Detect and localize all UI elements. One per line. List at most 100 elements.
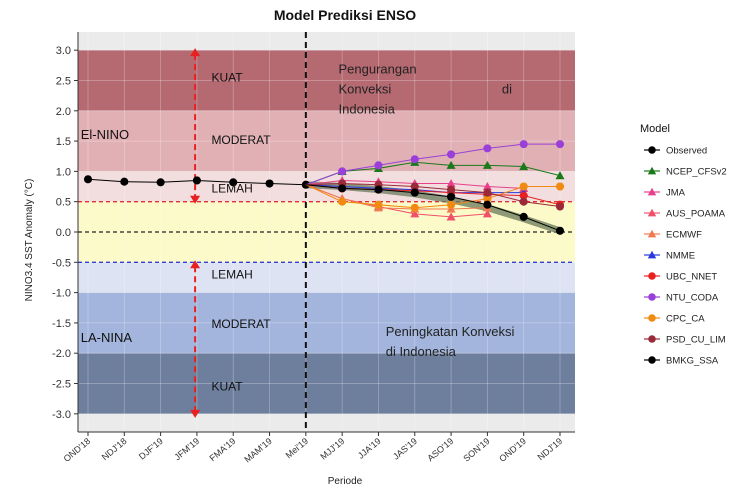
series-line: [305, 184, 560, 209]
data-point: [483, 188, 492, 197]
legend-marker: [647, 187, 657, 196]
legend-label: UBC_NNET: [666, 272, 717, 283]
data-point: [447, 150, 456, 159]
zone-label-moderat-top: MODERAT: [211, 133, 271, 147]
lanina-range-arrow-head-down: [190, 409, 201, 418]
data-point: [519, 212, 528, 221]
legend-label: ECMWF: [666, 230, 702, 241]
data-point: [447, 185, 456, 194]
legend-label: NTU_CODA: [666, 293, 719, 304]
zone-band: [78, 292, 575, 354]
legend-label: JMA: [666, 188, 686, 199]
y-tick-label: -0.5: [52, 257, 71, 269]
data-point: [519, 191, 528, 200]
legend-label: AUS_POAMA: [666, 209, 726, 220]
data-point: [482, 209, 492, 218]
y-tick-label: -2.5: [52, 379, 71, 391]
lanina-range-arrow-head-up: [190, 260, 201, 269]
annotation-top-line3: Indonesia: [339, 102, 396, 117]
y-tick-label: -1.5: [52, 318, 71, 330]
zone-labels: KUAT MODERAT LEMAH LEMAH MODERAT KUAT El-NINO L…: [81, 62, 515, 394]
y-tick-label: -1.0: [52, 288, 71, 300]
data-point: [555, 226, 565, 235]
annotation-bottom-line1: Peningkatan Konveksi: [386, 324, 515, 339]
data-point: [265, 179, 274, 188]
zone-band: [78, 50, 575, 111]
zone-label-kuat-bottom: KUAT: [211, 380, 243, 394]
reference-lines: [78, 32, 575, 432]
series-line: [305, 184, 488, 210]
legend-title: Model: [640, 123, 670, 135]
data-point: [519, 182, 528, 191]
data-point: [192, 176, 201, 185]
data-point: [555, 140, 565, 149]
series-line: [305, 143, 560, 186]
zone-label-lemah-top: LEMAH: [211, 181, 252, 195]
legend-marker: [648, 293, 656, 301]
series-group: [83, 140, 565, 235]
data-point: [519, 162, 529, 171]
x-axis-label: Periode: [328, 476, 363, 487]
data-point: [446, 212, 456, 221]
legend-marker: [647, 208, 657, 217]
data-point: [410, 188, 419, 197]
data-point: [446, 179, 456, 188]
data-point: [374, 185, 383, 194]
data-point: [120, 177, 129, 186]
data-point: [374, 200, 383, 209]
legend-label: BMKG_SSA: [666, 356, 719, 367]
y-tick-label: 2.0: [56, 106, 71, 118]
elnino-range-arrow-head-up: [190, 48, 201, 57]
zone-label-lemah-bottom: LEMAH: [211, 267, 252, 281]
data-point: [519, 140, 528, 149]
legend-marker: [648, 314, 656, 322]
data-point: [446, 160, 456, 169]
zone-label-kuat-top: KUAT: [211, 70, 243, 84]
series-line: [305, 183, 561, 208]
data-point: [447, 200, 456, 209]
legend-marker: [648, 335, 656, 343]
data-point: [555, 202, 565, 211]
data-point: [482, 182, 492, 191]
legend-marker: [648, 356, 656, 364]
series-line: [305, 184, 561, 232]
y-tick-label: 2.5: [56, 75, 71, 87]
y-tick-label: -2.0: [52, 348, 71, 360]
data-point: [338, 184, 347, 193]
annotation-bottom-line2: di Indonesia: [386, 344, 457, 359]
y-tick-label: -3.0: [52, 409, 71, 421]
data-point: [410, 209, 420, 218]
legend-marker: [648, 272, 656, 280]
legend-label: Observed: [666, 146, 707, 157]
y-tick-label: 0.0: [56, 227, 71, 239]
data-point: [555, 171, 565, 180]
data-point: [519, 197, 528, 206]
y-tick-label: 1.5: [56, 136, 71, 148]
legend-label: NCEP_CFSv2: [666, 167, 727, 178]
data-point: [83, 175, 93, 184]
data-point: [410, 203, 419, 212]
data-point: [482, 160, 492, 169]
zone-band: [78, 353, 575, 414]
region-label-elnino: El-NINO: [81, 127, 129, 142]
annotation-top-line2: Konveksi: [339, 82, 392, 97]
data-point: [156, 178, 165, 187]
data-point: [374, 161, 383, 170]
zone-band: [78, 262, 575, 293]
data-point: [410, 182, 419, 191]
y-axis-label: NINO3.4 SST Anomaly (°C): [24, 179, 35, 302]
legend-label: PSD_CU_LIM: [666, 335, 726, 346]
data-point: [447, 192, 456, 201]
zone-label-moderat-bottom: MODERAT: [211, 317, 271, 331]
zone-band: [78, 110, 575, 172]
y-tick-label: 0.5: [56, 197, 71, 209]
data-point: [410, 155, 419, 164]
data-point: [555, 182, 565, 191]
legend-label: NMME: [666, 251, 695, 262]
elnino-range-arrow-head-down: [190, 195, 201, 204]
data-point: [229, 178, 238, 187]
data-point: [483, 194, 492, 203]
annotation-top-line1: Pengurangan: [339, 62, 417, 77]
